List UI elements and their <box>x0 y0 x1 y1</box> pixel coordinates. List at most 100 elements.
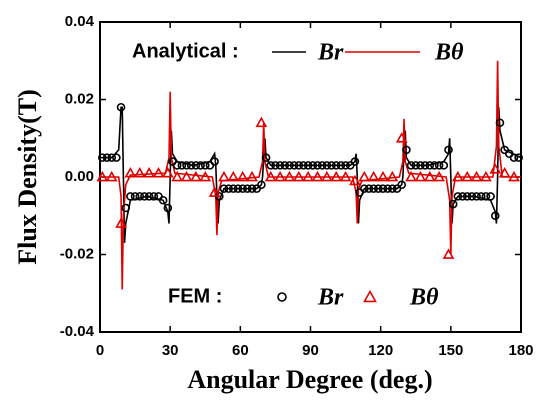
fem-point <box>481 192 491 201</box>
fem-point <box>367 170 380 182</box>
fem-point <box>115 217 127 228</box>
fem-point <box>219 184 229 193</box>
fem-point <box>196 161 205 170</box>
fem-point <box>172 161 182 170</box>
y-axis-title: Flux Density(T) <box>13 89 42 265</box>
fem-point <box>349 174 361 186</box>
fem-point <box>321 170 333 182</box>
fem-point <box>350 157 360 166</box>
legend-label: Br <box>317 285 344 311</box>
fem-point <box>490 211 500 221</box>
fem-point <box>261 153 271 162</box>
fem-point <box>302 170 315 182</box>
fem-point <box>299 161 308 170</box>
fem-point <box>508 170 520 182</box>
fem-point <box>395 132 408 143</box>
fem-point <box>205 161 215 170</box>
fem-point <box>311 170 324 182</box>
fem-point <box>339 170 352 182</box>
fem-point <box>274 170 286 182</box>
fem-point <box>233 184 243 193</box>
fem-point <box>406 161 416 170</box>
fem-point <box>498 166 511 178</box>
fem-point <box>121 203 131 213</box>
y-tick-label: -0.04 <box>60 323 95 340</box>
fem-point <box>266 161 276 170</box>
fem-point <box>210 157 219 166</box>
fem-point <box>171 170 184 182</box>
fem-point <box>453 192 463 201</box>
fem-point <box>470 170 483 182</box>
fem-point <box>336 161 346 170</box>
y-tick-label: 0.02 <box>65 90 94 107</box>
fem-point <box>247 184 257 193</box>
fem-point <box>143 166 155 178</box>
fem-point <box>218 170 230 182</box>
legend-label: Bθ <box>434 40 464 66</box>
fem-point <box>397 180 407 190</box>
legend-swatch <box>277 292 287 302</box>
fem-point <box>283 170 296 182</box>
fem-point <box>411 161 421 170</box>
fem-point <box>133 166 146 178</box>
fem-point <box>377 170 389 182</box>
fem-point <box>177 161 187 170</box>
fem-point <box>289 161 299 170</box>
fem-point <box>140 192 149 201</box>
fem-point <box>105 170 118 182</box>
fem-point <box>458 192 467 201</box>
fem-point <box>388 184 397 193</box>
fem-point <box>275 161 285 170</box>
fem-point <box>130 192 140 201</box>
legend-label: Bθ <box>409 285 439 311</box>
fem-point <box>509 153 519 162</box>
fem-point <box>149 192 159 201</box>
fem-point <box>292 170 305 182</box>
fem-point <box>480 170 492 182</box>
fem-point <box>405 170 417 182</box>
fem-point <box>330 170 343 182</box>
fem-point <box>425 161 435 170</box>
fem-point <box>152 166 165 178</box>
fem-point <box>236 170 249 182</box>
fem-point <box>378 184 388 193</box>
fem-point <box>461 170 474 182</box>
x-tick-label: 30 <box>162 342 179 359</box>
fem-point <box>238 184 247 193</box>
fem-point <box>383 184 392 193</box>
fem-point <box>467 192 477 201</box>
fem-point <box>257 180 266 190</box>
x-axis-title: Angular Degree (deg.) <box>187 365 432 394</box>
y-tick-label: 0.04 <box>65 13 95 30</box>
fem-point <box>420 161 430 170</box>
fem-point <box>163 203 173 213</box>
fem-point <box>303 161 313 170</box>
fem-point <box>186 161 196 170</box>
fem-point <box>364 184 374 193</box>
fem-point <box>341 161 350 170</box>
fem-point <box>448 199 458 209</box>
fem-point <box>200 161 210 170</box>
fem-point <box>229 184 238 193</box>
fem-point <box>308 161 318 170</box>
fem-point <box>313 161 322 170</box>
fem-point <box>439 161 449 170</box>
fem-point <box>442 248 455 259</box>
fem-point <box>161 166 174 178</box>
fem-point <box>369 184 378 193</box>
legend-annotation: FEM : <box>168 285 222 307</box>
fem-point <box>255 116 268 128</box>
fem-point <box>227 170 240 182</box>
fem-point <box>116 102 126 112</box>
fem-point <box>402 145 411 155</box>
x-tick-label: 180 <box>508 342 533 359</box>
fem-point <box>182 161 191 170</box>
x-tick-label: 0 <box>96 342 104 359</box>
fem-point <box>322 161 332 170</box>
fem-point <box>359 184 369 193</box>
legend-swatch <box>363 289 377 303</box>
fem-point <box>180 170 193 182</box>
fem-point <box>433 170 445 182</box>
x-tick-label: 120 <box>368 342 393 359</box>
